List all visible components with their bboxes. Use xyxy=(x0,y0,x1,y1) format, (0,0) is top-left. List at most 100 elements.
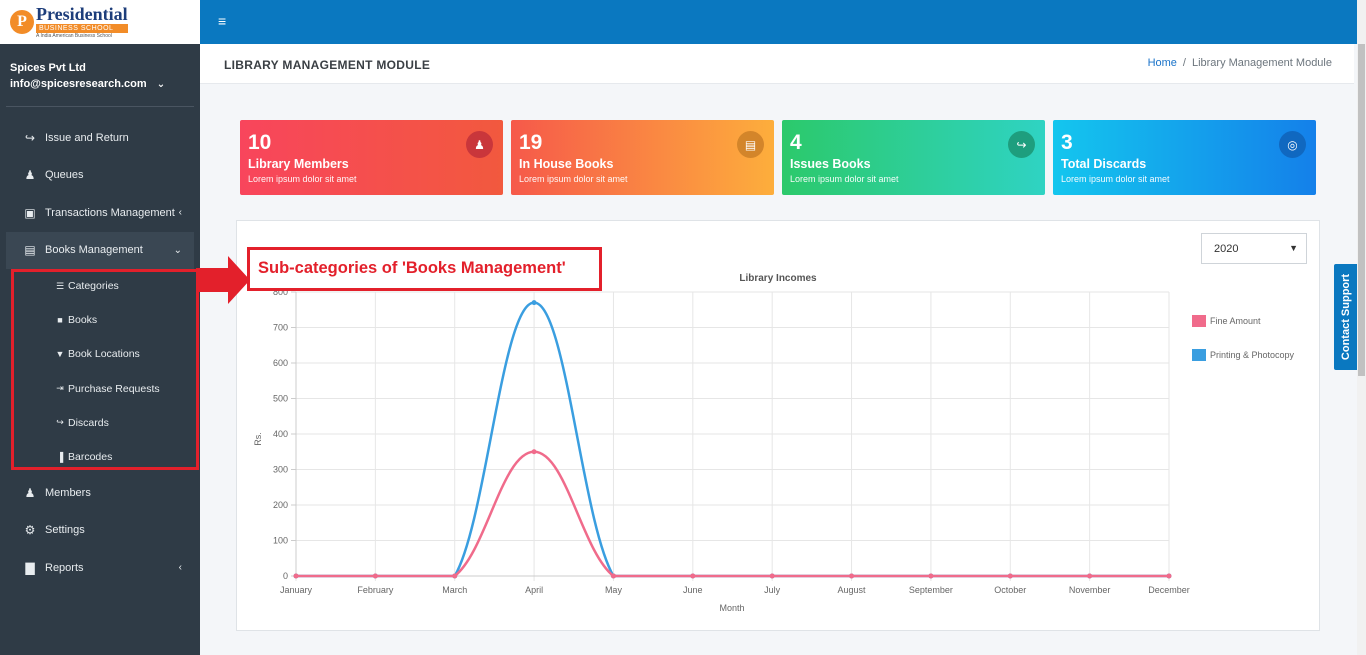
sidebar-item-label: Issue and Return xyxy=(45,131,129,144)
submenu-item-label: Purchase Requests xyxy=(68,382,160,395)
data-point[interactable] xyxy=(452,573,458,579)
page-header: LIBRARY MANAGEMENT MODULE Home / Library M… xyxy=(200,44,1354,84)
sign-out-icon: ↪ xyxy=(1008,131,1035,158)
data-point[interactable] xyxy=(769,573,775,579)
list-icon: ☰ xyxy=(55,280,65,291)
barcode-icon: ▐ xyxy=(56,452,64,463)
sidebar-nav: ↪ Issue and Return ♟ Queues ▣ Transactio… xyxy=(0,119,200,587)
y-axis-label: Rs. xyxy=(253,432,263,446)
legend-label[interactable]: Fine Amount xyxy=(1210,316,1261,326)
divider xyxy=(6,106,194,107)
book-icon: ▤ xyxy=(737,131,764,158)
sidebar-item-issue-and-return[interactable]: ↪ Issue and Return xyxy=(0,119,200,157)
y-axis-ticks: 0 100 200 300 400 500 600 700 800 xyxy=(273,287,288,581)
chart-grid xyxy=(291,291,1170,581)
submenu-item-books[interactable]: ■ Books xyxy=(0,303,200,337)
company-name: Spices Pvt Ltd xyxy=(10,62,86,74)
submenu-item-label: Book Locations xyxy=(68,348,140,361)
submenu-item-label: Discards xyxy=(68,416,109,429)
stat-card-library-members[interactable]: 10 Library Members Lorem ipsum dolor sit… xyxy=(240,120,503,195)
x-axis-label: Month xyxy=(719,603,744,613)
chevron-left-icon: ‹ xyxy=(178,562,182,574)
x-tick-label: September xyxy=(909,585,953,595)
data-point[interactable] xyxy=(531,300,537,306)
submenu-item-book-locations[interactable]: ▼ Book Locations xyxy=(0,337,200,371)
submenu-item-purchase-requests[interactable]: ⇥ Purchase Requests xyxy=(0,372,200,406)
year-select[interactable]: 2020 ▼ xyxy=(1201,233,1307,264)
stat-label: Issues Books xyxy=(790,157,871,171)
stat-description: Lorem ipsum dolor sit amet xyxy=(519,174,628,184)
data-point[interactable] xyxy=(372,573,378,579)
y-tick-label: 800 xyxy=(273,287,288,297)
x-tick-label: December xyxy=(1148,585,1190,595)
breadcrumb-current: Library Management Module xyxy=(1191,57,1332,69)
contact-support-tab[interactable]: Contact Support xyxy=(1334,264,1357,370)
data-point[interactable] xyxy=(690,573,696,579)
sidebar-item-queues[interactable]: ♟ Queues xyxy=(0,157,200,195)
sidebar-item-label: Queues xyxy=(45,169,84,182)
submenu-item-categories[interactable]: ☰ Categories xyxy=(0,269,200,303)
submenu-item-discards[interactable]: ↪ Discards xyxy=(0,406,200,440)
stat-description: Lorem ipsum dolor sit amet xyxy=(248,174,357,184)
data-point[interactable] xyxy=(531,449,537,455)
user-email: info@spicesresearch.com xyxy=(10,78,147,90)
submenu-item-barcodes[interactable]: ▐ Barcodes xyxy=(0,440,200,474)
passport-icon: ◎ xyxy=(1279,131,1306,158)
stat-card-issues-books[interactable]: 4 Issues Books Lorem ipsum dolor sit ame… xyxy=(782,120,1045,195)
sign-in-icon: ⇥ xyxy=(56,383,64,394)
sidebar-item-books-management[interactable]: ▤ Books Management ⌄ xyxy=(6,231,194,269)
x-tick-label: May xyxy=(605,585,623,595)
stat-card-in-house-books[interactable]: 19 In House Books Lorem ipsum dolor sit … xyxy=(511,120,774,195)
data-point[interactable] xyxy=(610,573,616,579)
sidebar-item-reports[interactable]: ▇ Reports ‹ xyxy=(0,549,200,587)
user-menu-toggle[interactable]: info@spicesresearch.com ⌄ xyxy=(10,78,190,90)
stat-description: Lorem ipsum dolor sit amet xyxy=(790,174,899,184)
submenu-item-label: Categories xyxy=(68,280,119,293)
series-line-printing-photocopy xyxy=(296,301,1169,578)
y-tick-label: 600 xyxy=(273,358,288,368)
data-point[interactable] xyxy=(1087,573,1093,579)
sidebar-item-label: Transactions Management xyxy=(45,206,175,219)
x-tick-label: October xyxy=(994,585,1026,595)
stat-label: In House Books xyxy=(519,157,614,171)
breadcrumb-separator: / xyxy=(1182,57,1186,69)
sidebar: P Presidential BUSINESS SCHOOL A India A… xyxy=(0,0,200,655)
legend-label[interactable]: Printing & Photocopy xyxy=(1210,350,1295,360)
y-tick-label: 0 xyxy=(283,571,288,581)
sidebar-item-members[interactable]: ♟ Members xyxy=(0,474,200,512)
book-icon: ■ xyxy=(57,315,63,326)
stat-value: 3 xyxy=(1061,131,1073,154)
breadcrumb-home-link[interactable]: Home xyxy=(1147,57,1177,69)
scrollbar-thumb[interactable] xyxy=(1358,44,1365,376)
data-point[interactable] xyxy=(293,573,299,579)
gear-icon: ⚙ xyxy=(24,523,36,538)
x-tick-label: November xyxy=(1069,585,1111,595)
x-tick-label: August xyxy=(838,585,867,595)
stat-card-total-discards[interactable]: 3 Total Discards Lorem ipsum dolor sit a… xyxy=(1053,120,1316,195)
chevron-down-icon[interactable]: ⌄ xyxy=(156,78,166,90)
logo-mark: P xyxy=(10,10,34,34)
sidebar-item-transactions-management[interactable]: ▣ Transactions Management ‹ xyxy=(0,194,200,232)
chart-legend: Fine Amount Printing & Photocopy xyxy=(1192,315,1295,361)
chart-title: Library Incomes xyxy=(739,273,817,284)
logo-tagline: A India American Business School xyxy=(36,33,112,39)
sign-out-icon: ↪ xyxy=(56,417,64,428)
hamburger-menu-icon[interactable]: ≡ xyxy=(218,13,227,29)
legend-swatch xyxy=(1192,349,1206,361)
sidebar-item-label: Settings xyxy=(45,524,85,537)
data-point[interactable] xyxy=(1166,573,1172,579)
annotation-callout: Sub-categories of 'Books Management' xyxy=(247,247,602,291)
books-submenu: ☰ Categories ■ Books ▼ Book Locations ⇥ … xyxy=(0,269,200,474)
x-axis-ticks: January February March April May June July Augu… xyxy=(280,585,1190,595)
logo[interactable]: P Presidential BUSINESS SCHOOL A India A… xyxy=(0,0,200,44)
data-point[interactable] xyxy=(928,573,934,579)
x-tick-label: July xyxy=(764,585,781,595)
sidebar-item-settings[interactable]: ⚙ Settings xyxy=(0,512,200,550)
page-scrollbar[interactable] xyxy=(1357,0,1366,655)
y-tick-label: 500 xyxy=(273,394,288,404)
data-point[interactable] xyxy=(849,573,855,579)
library-incomes-chart: Library Incomes 0 100 200 300 400 500 600 700 80… xyxy=(253,273,1295,613)
x-tick-label: March xyxy=(442,585,467,595)
data-point[interactable] xyxy=(1007,573,1013,579)
x-tick-label: February xyxy=(357,585,394,595)
